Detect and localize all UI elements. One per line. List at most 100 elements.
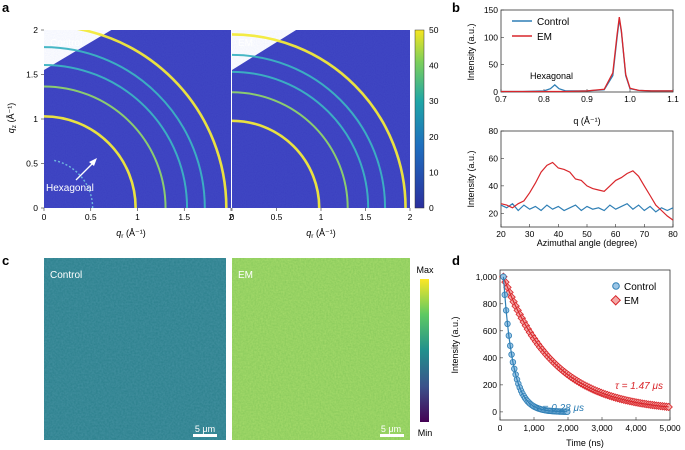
a-ytick: 0.5 bbox=[26, 159, 38, 169]
panel-label-a: a bbox=[2, 0, 10, 15]
b-bottom-series-em bbox=[500, 161, 674, 221]
a-xtick-left: 1 bbox=[135, 212, 140, 222]
b-bottom-ytick: 40 bbox=[489, 181, 499, 191]
b-bottom-xtick: 20 bbox=[496, 229, 506, 239]
a-ytick: 0 bbox=[33, 203, 38, 213]
diffraction-ring-control-2 bbox=[44, 85, 167, 208]
colorbar-a bbox=[414, 29, 425, 209]
a-xtick-right: 2 bbox=[408, 212, 413, 222]
plot-d: 0 1,000 2,000 3,000 4,000 5,000 0 200 400 600 800 1… bbox=[476, 269, 681, 433]
d-ytick: 800 bbox=[483, 299, 497, 309]
b-bottom-series-control bbox=[500, 202, 674, 213]
b-top-xtick: 1.1 bbox=[667, 94, 679, 104]
b-top-xtick: 0.9 bbox=[581, 94, 593, 104]
diffraction-ring-control-3 bbox=[44, 63, 189, 208]
panel-label-b: b bbox=[452, 0, 460, 15]
b-bottom-ylabel: Intensity (a.u.) bbox=[466, 150, 476, 207]
tau-control-label: τ = 0.28 μs bbox=[536, 403, 584, 414]
d-ytick: 1,000 bbox=[476, 272, 498, 282]
diffraction-rings-em bbox=[232, 33, 407, 208]
a-xtick-right: 1.5 bbox=[360, 212, 372, 222]
c-map-label-em: EM bbox=[238, 270, 253, 281]
b-top-ytick: 50 bbox=[489, 60, 499, 70]
a-xtick-left: 0 bbox=[42, 212, 47, 222]
b-bottom-xtick: 40 bbox=[554, 229, 564, 239]
diffraction-rings-control bbox=[44, 30, 228, 208]
d-xtick: 4,000 bbox=[625, 423, 647, 433]
giwaxs-map-em bbox=[232, 30, 410, 208]
b-top-series-em bbox=[501, 17, 673, 93]
b-top-xtick: 0.8 bbox=[538, 94, 550, 104]
b-top-ylabel: Intensity (a.u.) bbox=[466, 23, 476, 80]
a-xtick-left: 1.5 bbox=[178, 212, 190, 222]
colorbar-a-tick: 50 bbox=[429, 25, 439, 35]
diffraction-ring-em-2 bbox=[232, 91, 349, 208]
colorbar-c-min: Min bbox=[418, 428, 433, 438]
d-ytick: 0 bbox=[492, 407, 497, 417]
colorbar-a-tick: 40 bbox=[429, 61, 439, 71]
panel-label-c: c bbox=[2, 253, 9, 268]
a-ytick: 1 bbox=[33, 114, 38, 124]
legend-em: EM bbox=[537, 32, 552, 43]
hexagonal-annotation: Hexagonal bbox=[46, 183, 94, 194]
d-ylabel: Intensity (a.u.) bbox=[450, 316, 460, 373]
a-xtick-right: 1 bbox=[319, 212, 324, 222]
control-decay-fit bbox=[502, 276, 568, 413]
d-legend: Control EM bbox=[610, 282, 656, 307]
b-top-xlabel: q (Å⁻¹) bbox=[573, 116, 600, 126]
b-top-xtick: 0.7 bbox=[495, 94, 507, 104]
d-legend-em: EM bbox=[624, 296, 639, 307]
a-xtick-right: 0 bbox=[230, 212, 235, 222]
d-xtick: 3,000 bbox=[591, 423, 613, 433]
scalebar-control: 5 μm bbox=[193, 424, 217, 437]
d-legend-control: Control bbox=[624, 282, 656, 293]
b-hexagonal-annotation: Hexagonal bbox=[530, 71, 573, 81]
tau-em-label: τ = 1.47 μs bbox=[615, 381, 663, 392]
b-bottom-ytick: 80 bbox=[489, 126, 499, 136]
d-ytick: 400 bbox=[483, 353, 497, 363]
diffraction-ring-control-5 bbox=[76, 30, 228, 208]
map-label-control: Control bbox=[50, 38, 82, 49]
diffraction-ring-em-5 bbox=[232, 33, 407, 208]
b-bottom-xtick: 60 bbox=[611, 229, 621, 239]
b-bottom-xtick: 30 bbox=[525, 229, 535, 239]
d-xtick: 0 bbox=[498, 423, 503, 433]
b-legend: Control EM bbox=[512, 17, 569, 43]
d-legend-swatch-control bbox=[612, 282, 620, 290]
colorbar-a-ticks: 0 10 20 30 40 50 bbox=[429, 25, 439, 213]
d-xtick: 5,000 bbox=[659, 423, 681, 433]
diffraction-ring-em-1 bbox=[232, 119, 321, 208]
scalebar-label-em: 5 μm bbox=[381, 424, 401, 434]
plot-b-top: 0.7 0.8 0.9 1.0 1.1 0 50 100 150 bbox=[484, 5, 679, 104]
panel-label-d: d bbox=[452, 253, 460, 268]
pl-map-control bbox=[44, 258, 226, 440]
d-legend-swatch-em bbox=[610, 294, 622, 306]
a-ylabel: qz (Å⁻¹) bbox=[6, 103, 18, 134]
giwaxs-map-control bbox=[44, 30, 231, 208]
colorbar-c bbox=[420, 279, 429, 422]
plot-b-bottom: 20 30 40 50 60 70 80 20 40 60 80 bbox=[489, 126, 678, 239]
diffraction-ring-em-3 bbox=[232, 70, 370, 208]
c-map-label-control: Control bbox=[50, 270, 82, 281]
diffraction-ring-control-1 bbox=[44, 115, 137, 208]
colorbar-a-tick: 30 bbox=[429, 96, 439, 106]
d-ytick: 200 bbox=[483, 380, 497, 390]
b-bottom-xtick: 80 bbox=[668, 229, 678, 239]
hexagonal-arrow bbox=[75, 158, 97, 181]
b-bottom-ytick: 60 bbox=[489, 153, 499, 163]
b-bottom-xtick: 70 bbox=[640, 229, 650, 239]
colorbar-a-tick: 0 bbox=[429, 203, 434, 213]
hexagonal-ring-control bbox=[53, 159, 94, 208]
b-top-xtick: 1.0 bbox=[624, 94, 636, 104]
colorbar-c-max: Max bbox=[416, 265, 434, 275]
diffraction-ring-em-4 bbox=[232, 53, 387, 208]
pl-map-em bbox=[232, 258, 410, 440]
a-xlabel-right: qr (Å⁻¹) bbox=[306, 228, 335, 240]
diffraction-ring-control-4 bbox=[44, 46, 206, 208]
a-xlabel-left: qr (Å⁻¹) bbox=[116, 228, 145, 240]
a-xtick-left: 0.5 bbox=[85, 212, 97, 222]
b-top-ytick: 100 bbox=[484, 32, 498, 42]
a-ytick: 1.5 bbox=[26, 70, 38, 80]
b-top-series-control bbox=[501, 19, 673, 93]
